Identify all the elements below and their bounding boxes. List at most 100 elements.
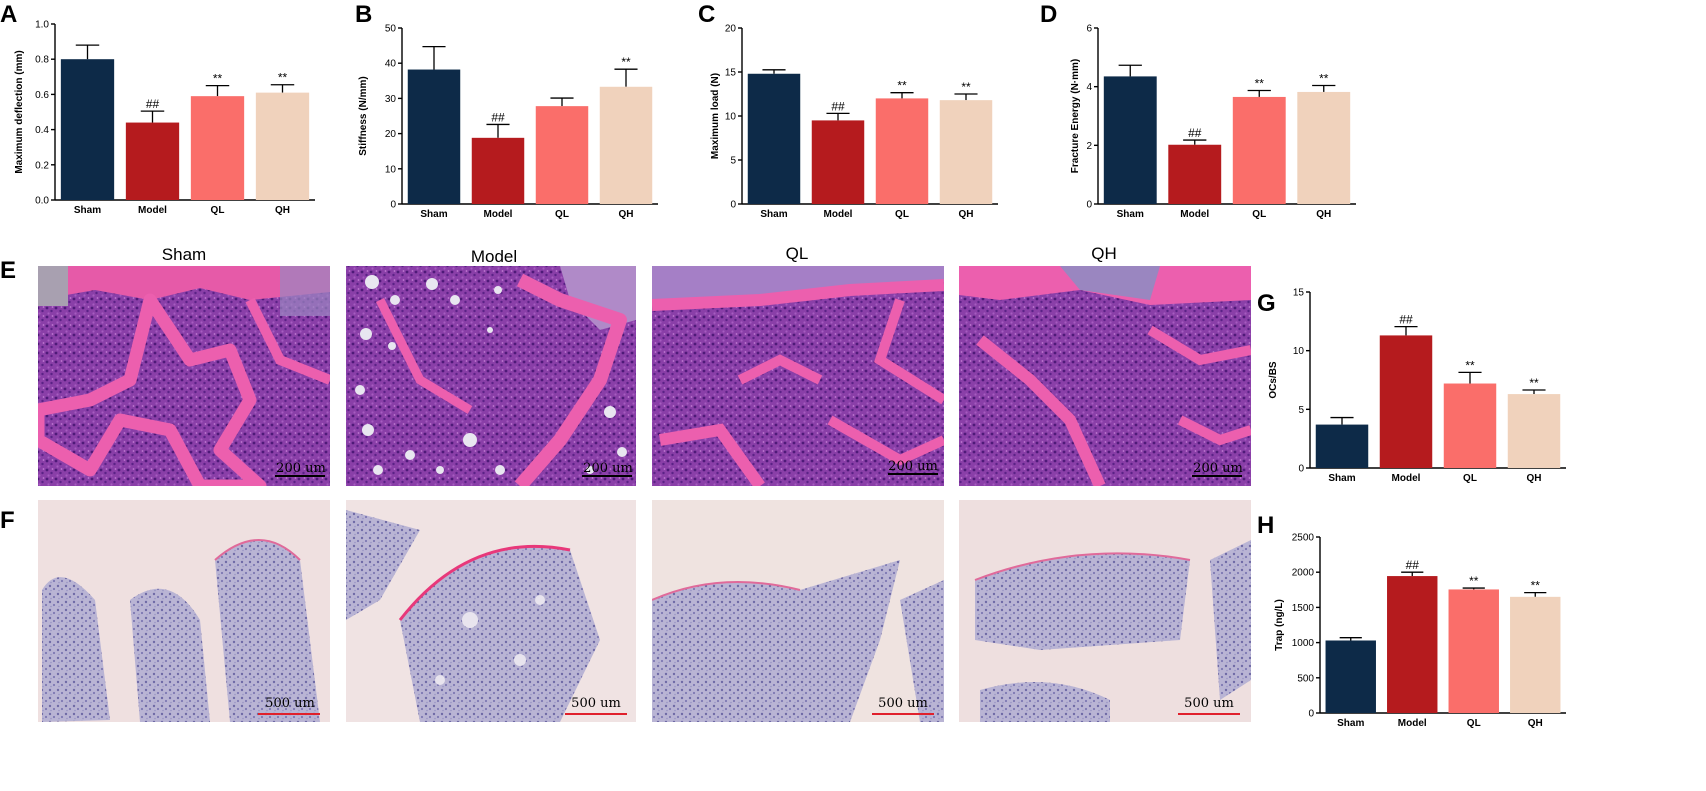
y-tick-label: 0.2	[35, 160, 49, 171]
bar-ql	[190, 96, 245, 200]
y-tick-label: 6	[1086, 24, 1092, 35]
chart-maximum-load: 0 5 10 15 20 Maximum load (N) Sham ## Model ** QL *…	[710, 24, 998, 220]
category-label: QH	[1528, 718, 1543, 729]
category-label: QH	[1316, 209, 1331, 220]
significance-mark: **	[897, 79, 907, 93]
significance-mark: **	[1529, 376, 1539, 390]
category-label: Sham	[1328, 473, 1355, 484]
category-label: Sham	[1117, 209, 1144, 220]
scale-label-he-sham: 200 um	[276, 461, 326, 476]
bar-model	[1168, 144, 1222, 204]
bar-ql	[1443, 383, 1497, 468]
category-label: QH	[619, 209, 634, 220]
category-label: Sham	[760, 209, 787, 220]
significance-mark: ##	[491, 110, 505, 124]
category-label: Model	[1398, 718, 1427, 729]
category-label: QH	[1527, 473, 1542, 484]
significance-mark: ##	[1399, 313, 1413, 327]
y-tick-label: 1000	[1292, 638, 1315, 649]
category-label: Sham	[74, 205, 101, 216]
significance-mark: **	[278, 71, 288, 85]
trap-image-model	[346, 500, 636, 722]
y-tick-label: 10	[1293, 346, 1305, 357]
he-title-model: Model	[471, 247, 517, 266]
bar-model	[1379, 335, 1433, 468]
y-tick-label: 0.6	[35, 90, 49, 101]
bar-sham	[1103, 76, 1157, 204]
significance-mark: **	[1531, 579, 1541, 593]
bar-model	[1387, 576, 1438, 713]
y-tick-label: 0	[1308, 709, 1314, 720]
y-tick-label: 0.4	[35, 125, 49, 136]
y-tick-label: 4	[1086, 82, 1092, 93]
y-tick-label: 15	[725, 68, 737, 79]
y-tick-label: 1500	[1292, 603, 1315, 614]
bar-qh	[939, 100, 993, 204]
panel-letter-c: C	[698, 1, 715, 28]
bar-sham	[1315, 424, 1369, 468]
bar-ql	[535, 106, 589, 204]
he-image-qh	[959, 266, 1251, 486]
category-label: QL	[1463, 473, 1477, 484]
bar-model	[811, 120, 865, 204]
he-image-ql	[652, 266, 944, 486]
bar-sham	[60, 59, 115, 201]
bar-sham	[747, 73, 801, 204]
category-label: Model	[138, 205, 167, 216]
significance-mark: **	[1255, 76, 1265, 90]
bar-ql	[875, 98, 929, 204]
bar-ql	[1232, 96, 1286, 204]
significance-mark: ##	[1188, 126, 1202, 140]
bar-qh	[255, 92, 310, 200]
he-title-ql: QL	[786, 244, 809, 263]
y-tick-label: 10	[385, 164, 397, 175]
panel-letter-b: B	[355, 1, 372, 28]
panel-letter-e: E	[0, 257, 16, 284]
significance-mark: **	[1465, 358, 1475, 372]
panel-letter-f: F	[0, 507, 15, 534]
y-tick-label: 0	[1298, 464, 1304, 475]
category-label: Model	[1180, 209, 1209, 220]
scale-label-trap-sham: 500 um	[265, 696, 315, 711]
he-image-model	[346, 266, 636, 486]
category-label: Sham	[1337, 718, 1364, 729]
chart-fracture-energy: 0 2 4 6 Fracture Energy (N·mm) Sham ## Model ** Q…	[1070, 24, 1356, 220]
y-tick-label: 2000	[1292, 568, 1315, 579]
y-tick-label: 500	[1297, 673, 1314, 684]
y-tick-label: 0.0	[35, 196, 49, 207]
category-label: QL	[1252, 209, 1266, 220]
y-axis-label: Trap (ng/L)	[1274, 599, 1285, 651]
panel-letter-g: G	[1257, 290, 1276, 317]
y-axis-label: Fracture Energy (N·mm)	[1070, 59, 1081, 173]
bar-model	[125, 122, 180, 200]
significance-mark: **	[1469, 574, 1479, 588]
bar-ql	[1448, 589, 1499, 713]
chart-stiffness: 0 10 20 30 40 50 Stiffness (N/mm) Sham ## Model QL…	[358, 24, 658, 220]
y-axis-label: Maximum deflection (mm)	[14, 50, 25, 173]
y-tick-label: 5	[730, 156, 736, 167]
category-label: QL	[895, 209, 909, 220]
y-tick-label: 0	[390, 200, 396, 211]
scale-label-he-ql: 200 um	[888, 459, 938, 474]
y-tick-label: 50	[385, 24, 397, 35]
bar-qh	[1510, 596, 1561, 713]
bar-qh	[1507, 394, 1561, 468]
significance-mark: ##	[1406, 558, 1420, 572]
significance-mark: **	[621, 55, 631, 69]
bar-qh	[1297, 91, 1351, 204]
bar-qh	[599, 86, 653, 204]
trap-image-sham	[38, 500, 330, 722]
y-tick-label: 2	[1086, 141, 1092, 152]
y-tick-label: 15	[1293, 288, 1305, 299]
category-label: QL	[555, 209, 569, 220]
significance-mark: **	[213, 72, 223, 86]
y-tick-label: 2500	[1292, 533, 1315, 544]
y-axis-label: OCs/BS	[1268, 361, 1279, 399]
trap-image-ql	[652, 500, 944, 722]
y-axis-label: Maximum load (N)	[710, 73, 721, 159]
scale-label-he-qh: 200 um	[1193, 461, 1243, 476]
chart-maximum-deflection: 0.0 0.2 0.4 0.6 0.8 1.0 Maximum deflection (mm…	[14, 20, 315, 216]
chart-trap: 0 500 1000 1500 2000 2500 Trap (ng/L) Sham ## Mod…	[1274, 533, 1566, 729]
category-label: Model	[1392, 473, 1421, 484]
trap-image-qh	[959, 500, 1251, 722]
